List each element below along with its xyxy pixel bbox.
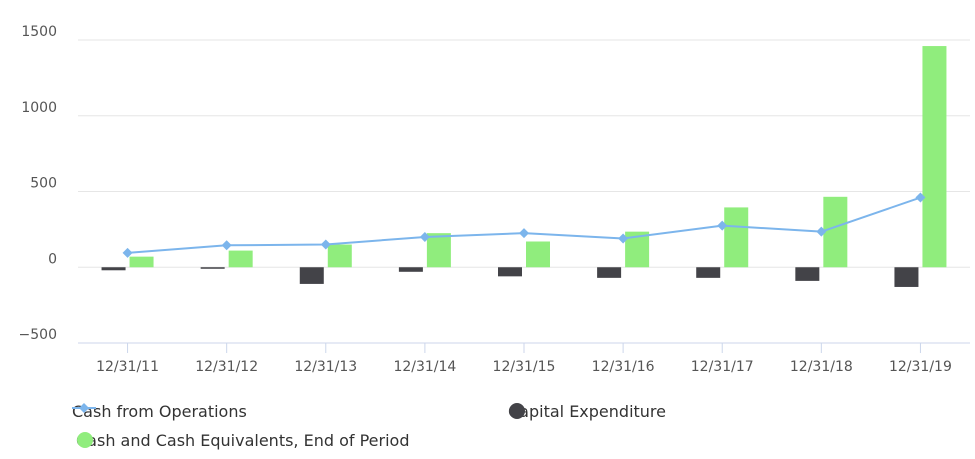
bar-capital-expenditure [597, 267, 622, 278]
legend-item-cash-from-operations[interactable]: Cash from Operations [72, 402, 247, 421]
legend-label: Capital Expenditure [508, 402, 666, 421]
bar-capital-expenditure [894, 267, 919, 287]
y-tick-label: 500 [30, 176, 57, 192]
line-series [122, 192, 926, 258]
point-cash-from-operations [221, 240, 232, 251]
legend-label: Cash from Operations [72, 402, 247, 421]
bar-cash-equivalents [823, 196, 848, 268]
x-axis: 12/31/11 12/31/12 12/31/13 12/31/14 12/31/15… [78, 342, 970, 375]
bar-capital-expenditure [200, 267, 225, 269]
bar-series [101, 46, 947, 287]
bar-capital-expenditure [398, 267, 423, 272]
x-tick-label: 12/31/15 [493, 359, 556, 375]
point-cash-from-operations [419, 231, 430, 242]
bar-capital-expenditure [498, 267, 522, 277]
circle-icon [509, 403, 525, 419]
legend-item-cash-equivalents[interactable]: Cash and Cash Equivalents, End of Period [76, 431, 410, 450]
point-cash-from-operations [915, 192, 926, 203]
grid-lines [78, 39, 970, 268]
point-cash-from-operations [717, 220, 728, 231]
line-diamond-icon [72, 403, 96, 413]
x-tick-label: 12/31/13 [294, 359, 357, 375]
x-tick-label: 12/31/19 [889, 359, 952, 375]
x-tick-label: 12/31/18 [790, 359, 853, 375]
x-tick-label: 12/31/16 [592, 359, 655, 375]
y-tick-label: −500 [19, 327, 57, 343]
bar-cash-equivalents [922, 46, 947, 268]
point-cash-from-operations [618, 233, 629, 244]
bar-cash-equivalents [426, 233, 451, 268]
bar-capital-expenditure [299, 267, 324, 284]
x-tick-label: 12/31/17 [691, 359, 754, 375]
y-axis: −500 0 500 1000 1500 [19, 24, 57, 343]
bar-capital-expenditure [795, 267, 820, 281]
point-cash-from-operations [519, 228, 529, 239]
bar-cash-equivalents [724, 207, 749, 268]
bar-capital-expenditure [101, 267, 126, 271]
bar-cash-equivalents [228, 250, 253, 268]
point-cash-from-operations [816, 226, 827, 237]
y-tick-label: 0 [48, 251, 57, 267]
bar-cash-equivalents [129, 256, 154, 268]
x-tick-label: 12/31/14 [393, 359, 456, 375]
bar-capital-expenditure [696, 267, 721, 278]
legend-label: Cash and Cash Equivalents, End of Period [76, 431, 410, 450]
bar-cash-equivalents [327, 244, 352, 268]
line-cash-from-operations [127, 196, 921, 254]
y-tick-label: 1500 [21, 24, 57, 40]
x-tick-label: 12/31/12 [195, 359, 258, 375]
y-tick-label: 1000 [21, 100, 57, 116]
circle-icon [77, 432, 93, 448]
point-cash-from-operations [320, 239, 331, 250]
bar-cash-equivalents [526, 241, 550, 268]
legend-item-capital-expenditure[interactable]: Capital Expenditure [508, 402, 666, 421]
point-cash-from-operations [122, 247, 133, 258]
x-tick-label: 12/31/11 [96, 359, 159, 375]
